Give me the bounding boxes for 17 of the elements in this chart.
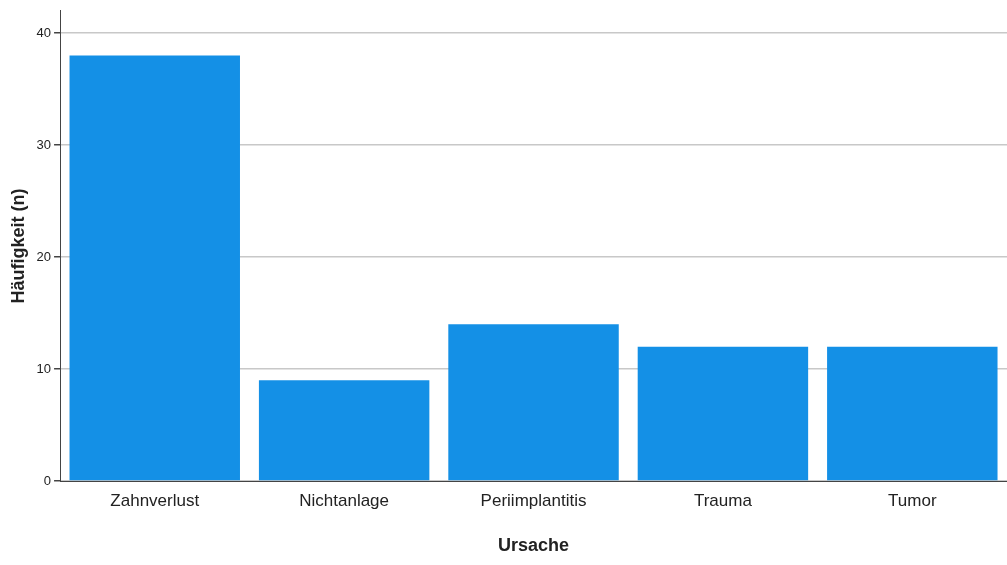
bar [258,380,430,481]
x-tick-label: Nichtanlage [299,490,390,510]
bar [637,346,809,481]
x-tick-label: Trauma [693,490,753,510]
y-tick-label: 30 [36,136,52,152]
y-axis-title: Häufigkeit (n) [7,188,28,304]
y-tick-label: 0 [43,472,52,488]
bar [69,55,240,481]
x-tick-label: Periimplantitis [480,490,587,510]
bar [448,324,619,481]
y-tick-label: 20 [36,248,52,264]
x-tick-label: Zahnverlust [110,490,200,510]
x-tick-label: Tumor [888,490,937,510]
x-axis-title: Ursache [498,535,570,556]
y-tick-label: 10 [36,360,52,376]
y-tick-label: 40 [36,24,52,40]
bar [827,346,998,481]
